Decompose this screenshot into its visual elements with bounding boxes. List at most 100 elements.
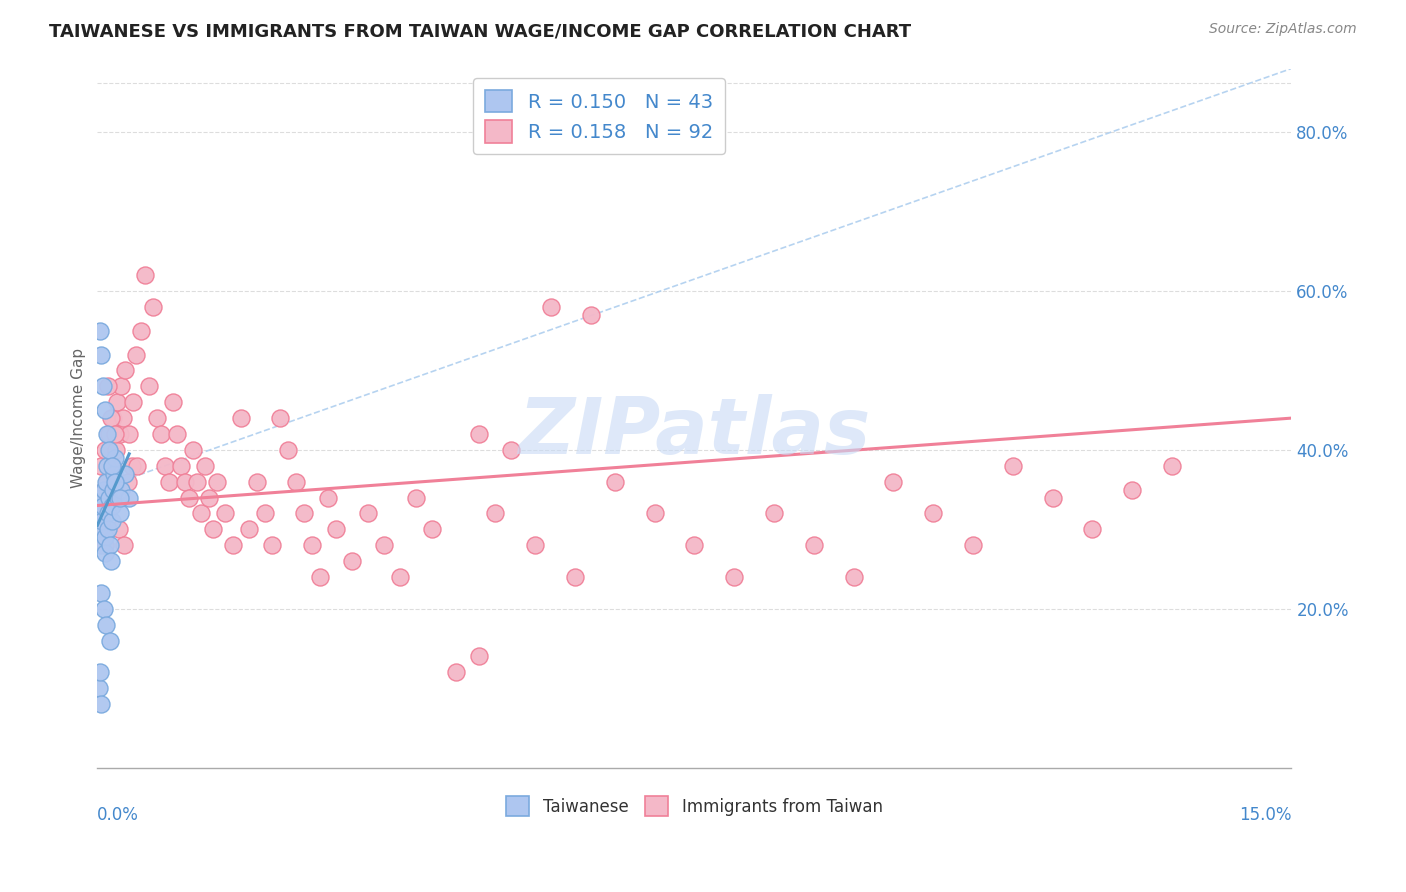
Point xyxy=(121,458,143,473)
Point xyxy=(108,491,131,505)
Point xyxy=(644,507,666,521)
Point xyxy=(93,530,115,544)
Point xyxy=(114,467,136,481)
Point xyxy=(100,515,122,529)
Point xyxy=(1081,522,1104,536)
Point xyxy=(89,507,111,521)
Point xyxy=(91,379,114,393)
Point xyxy=(98,491,121,505)
Point xyxy=(94,442,117,457)
Point xyxy=(100,411,122,425)
Point xyxy=(122,395,145,409)
Point xyxy=(87,522,110,536)
Text: Source: ZipAtlas.com: Source: ZipAtlas.com xyxy=(1209,22,1357,37)
Point xyxy=(1121,483,1143,497)
Point xyxy=(98,633,121,648)
Point xyxy=(292,507,315,521)
Point xyxy=(603,475,626,489)
Point xyxy=(104,450,127,465)
Point xyxy=(803,538,825,552)
Point xyxy=(108,427,131,442)
Point xyxy=(105,475,128,489)
Point xyxy=(245,475,267,489)
Point xyxy=(97,379,120,393)
Point xyxy=(129,324,152,338)
Point xyxy=(104,427,127,442)
Point xyxy=(103,483,125,497)
Point xyxy=(285,475,308,489)
Point xyxy=(91,515,114,529)
Point xyxy=(325,522,347,536)
Point xyxy=(91,499,114,513)
Point xyxy=(112,538,135,552)
Point xyxy=(124,347,146,361)
Point xyxy=(277,442,299,457)
Text: TAIWANESE VS IMMIGRANTS FROM TAIWAN WAGE/INCOME GAP CORRELATION CHART: TAIWANESE VS IMMIGRANTS FROM TAIWAN WAGE… xyxy=(49,22,911,40)
Point xyxy=(105,395,128,409)
Text: 15.0%: 15.0% xyxy=(1239,806,1292,824)
Point xyxy=(108,507,131,521)
Point xyxy=(229,411,252,425)
Point xyxy=(98,442,121,457)
Point xyxy=(420,522,443,536)
Point xyxy=(89,665,111,680)
Point xyxy=(103,411,125,425)
Point xyxy=(564,570,586,584)
Point xyxy=(93,403,115,417)
Point xyxy=(98,538,121,552)
Point xyxy=(1161,458,1184,473)
Point xyxy=(683,538,706,552)
Point xyxy=(357,507,380,521)
Point xyxy=(96,475,118,489)
Point xyxy=(89,507,111,521)
Point xyxy=(90,347,112,361)
Point xyxy=(87,681,110,696)
Point xyxy=(723,570,745,584)
Point xyxy=(142,300,165,314)
Point xyxy=(177,491,200,505)
Point xyxy=(1001,458,1024,473)
Point xyxy=(111,411,134,425)
Point xyxy=(214,507,236,521)
Point xyxy=(501,442,523,457)
Point xyxy=(194,458,217,473)
Point xyxy=(269,411,291,425)
Point xyxy=(444,665,467,680)
Point xyxy=(118,427,141,442)
Point xyxy=(93,538,115,552)
Point xyxy=(842,570,865,584)
Point xyxy=(118,491,141,505)
Point xyxy=(91,522,114,536)
Point xyxy=(468,427,491,442)
Point xyxy=(922,507,945,521)
Text: ZIPatlas: ZIPatlas xyxy=(519,394,870,470)
Point xyxy=(190,507,212,521)
Point xyxy=(90,491,112,505)
Point xyxy=(468,649,491,664)
Point xyxy=(524,538,547,552)
Point xyxy=(962,538,984,552)
Point xyxy=(373,538,395,552)
Point xyxy=(146,411,169,425)
Point xyxy=(90,538,112,552)
Point xyxy=(96,458,118,473)
Point xyxy=(309,570,332,584)
Text: 0.0%: 0.0% xyxy=(97,806,139,824)
Point xyxy=(127,458,149,473)
Point xyxy=(108,522,131,536)
Legend: Taiwanese, Immigrants from Taiwan: Taiwanese, Immigrants from Taiwan xyxy=(499,789,890,822)
Point xyxy=(162,395,184,409)
Point xyxy=(90,458,112,473)
Point xyxy=(96,427,118,442)
Point xyxy=(198,491,221,505)
Point xyxy=(110,483,132,497)
Point xyxy=(104,475,127,489)
Point xyxy=(138,379,160,393)
Point xyxy=(1042,491,1064,505)
Point xyxy=(100,458,122,473)
Point xyxy=(763,507,786,521)
Point xyxy=(170,458,193,473)
Point xyxy=(97,522,120,536)
Point xyxy=(153,458,176,473)
Point xyxy=(181,442,204,457)
